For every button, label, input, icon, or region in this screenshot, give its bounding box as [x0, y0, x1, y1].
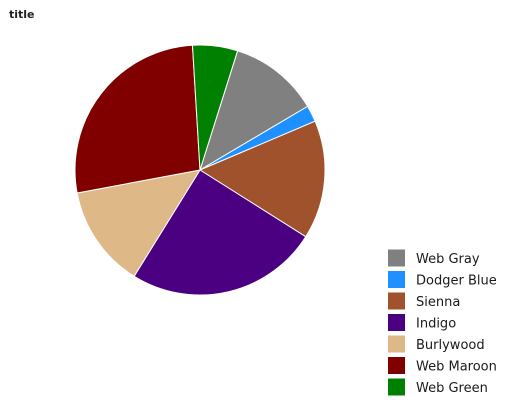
pie-slice-web-maroon — [74, 44, 201, 194]
pie-slice-web-green — [191, 44, 239, 171]
legend-label-burlywood: Burlywood — [416, 338, 485, 353]
legend-label-sienna: Sienna — [416, 295, 460, 310]
legend-swatch-dodger-blue — [388, 271, 405, 288]
legend-label-indigo: Indigo — [416, 317, 456, 332]
legend-swatch-burlywood — [388, 335, 405, 353]
chart-title: title — [9, 8, 35, 21]
pie-slice-web-gray — [199, 50, 309, 172]
legend: Web Gray Dodger Blue Sienna Indigo Burlywood… — [388, 249, 497, 396]
pie-slices — [74, 44, 326, 296]
pie-slice-burlywood — [76, 169, 202, 277]
legend-label-web-gray: Web Gray — [416, 252, 480, 267]
legend-swatch-sienna — [388, 292, 405, 310]
legend-swatch-indigo — [388, 314, 405, 331]
legend-label-web-green: Web Green — [416, 381, 488, 396]
pie-slice-sienna — [198, 120, 326, 238]
legend-swatch-web-gray — [388, 249, 405, 267]
legend-label-dodger-blue: Dodger Blue — [416, 274, 497, 289]
legend-label-web-maroon: Web Maroon — [416, 360, 497, 375]
legend-swatch-web-maroon — [388, 357, 405, 374]
legend-swatch-web-green — [388, 378, 405, 396]
pie-slice-indigo — [133, 169, 307, 296]
